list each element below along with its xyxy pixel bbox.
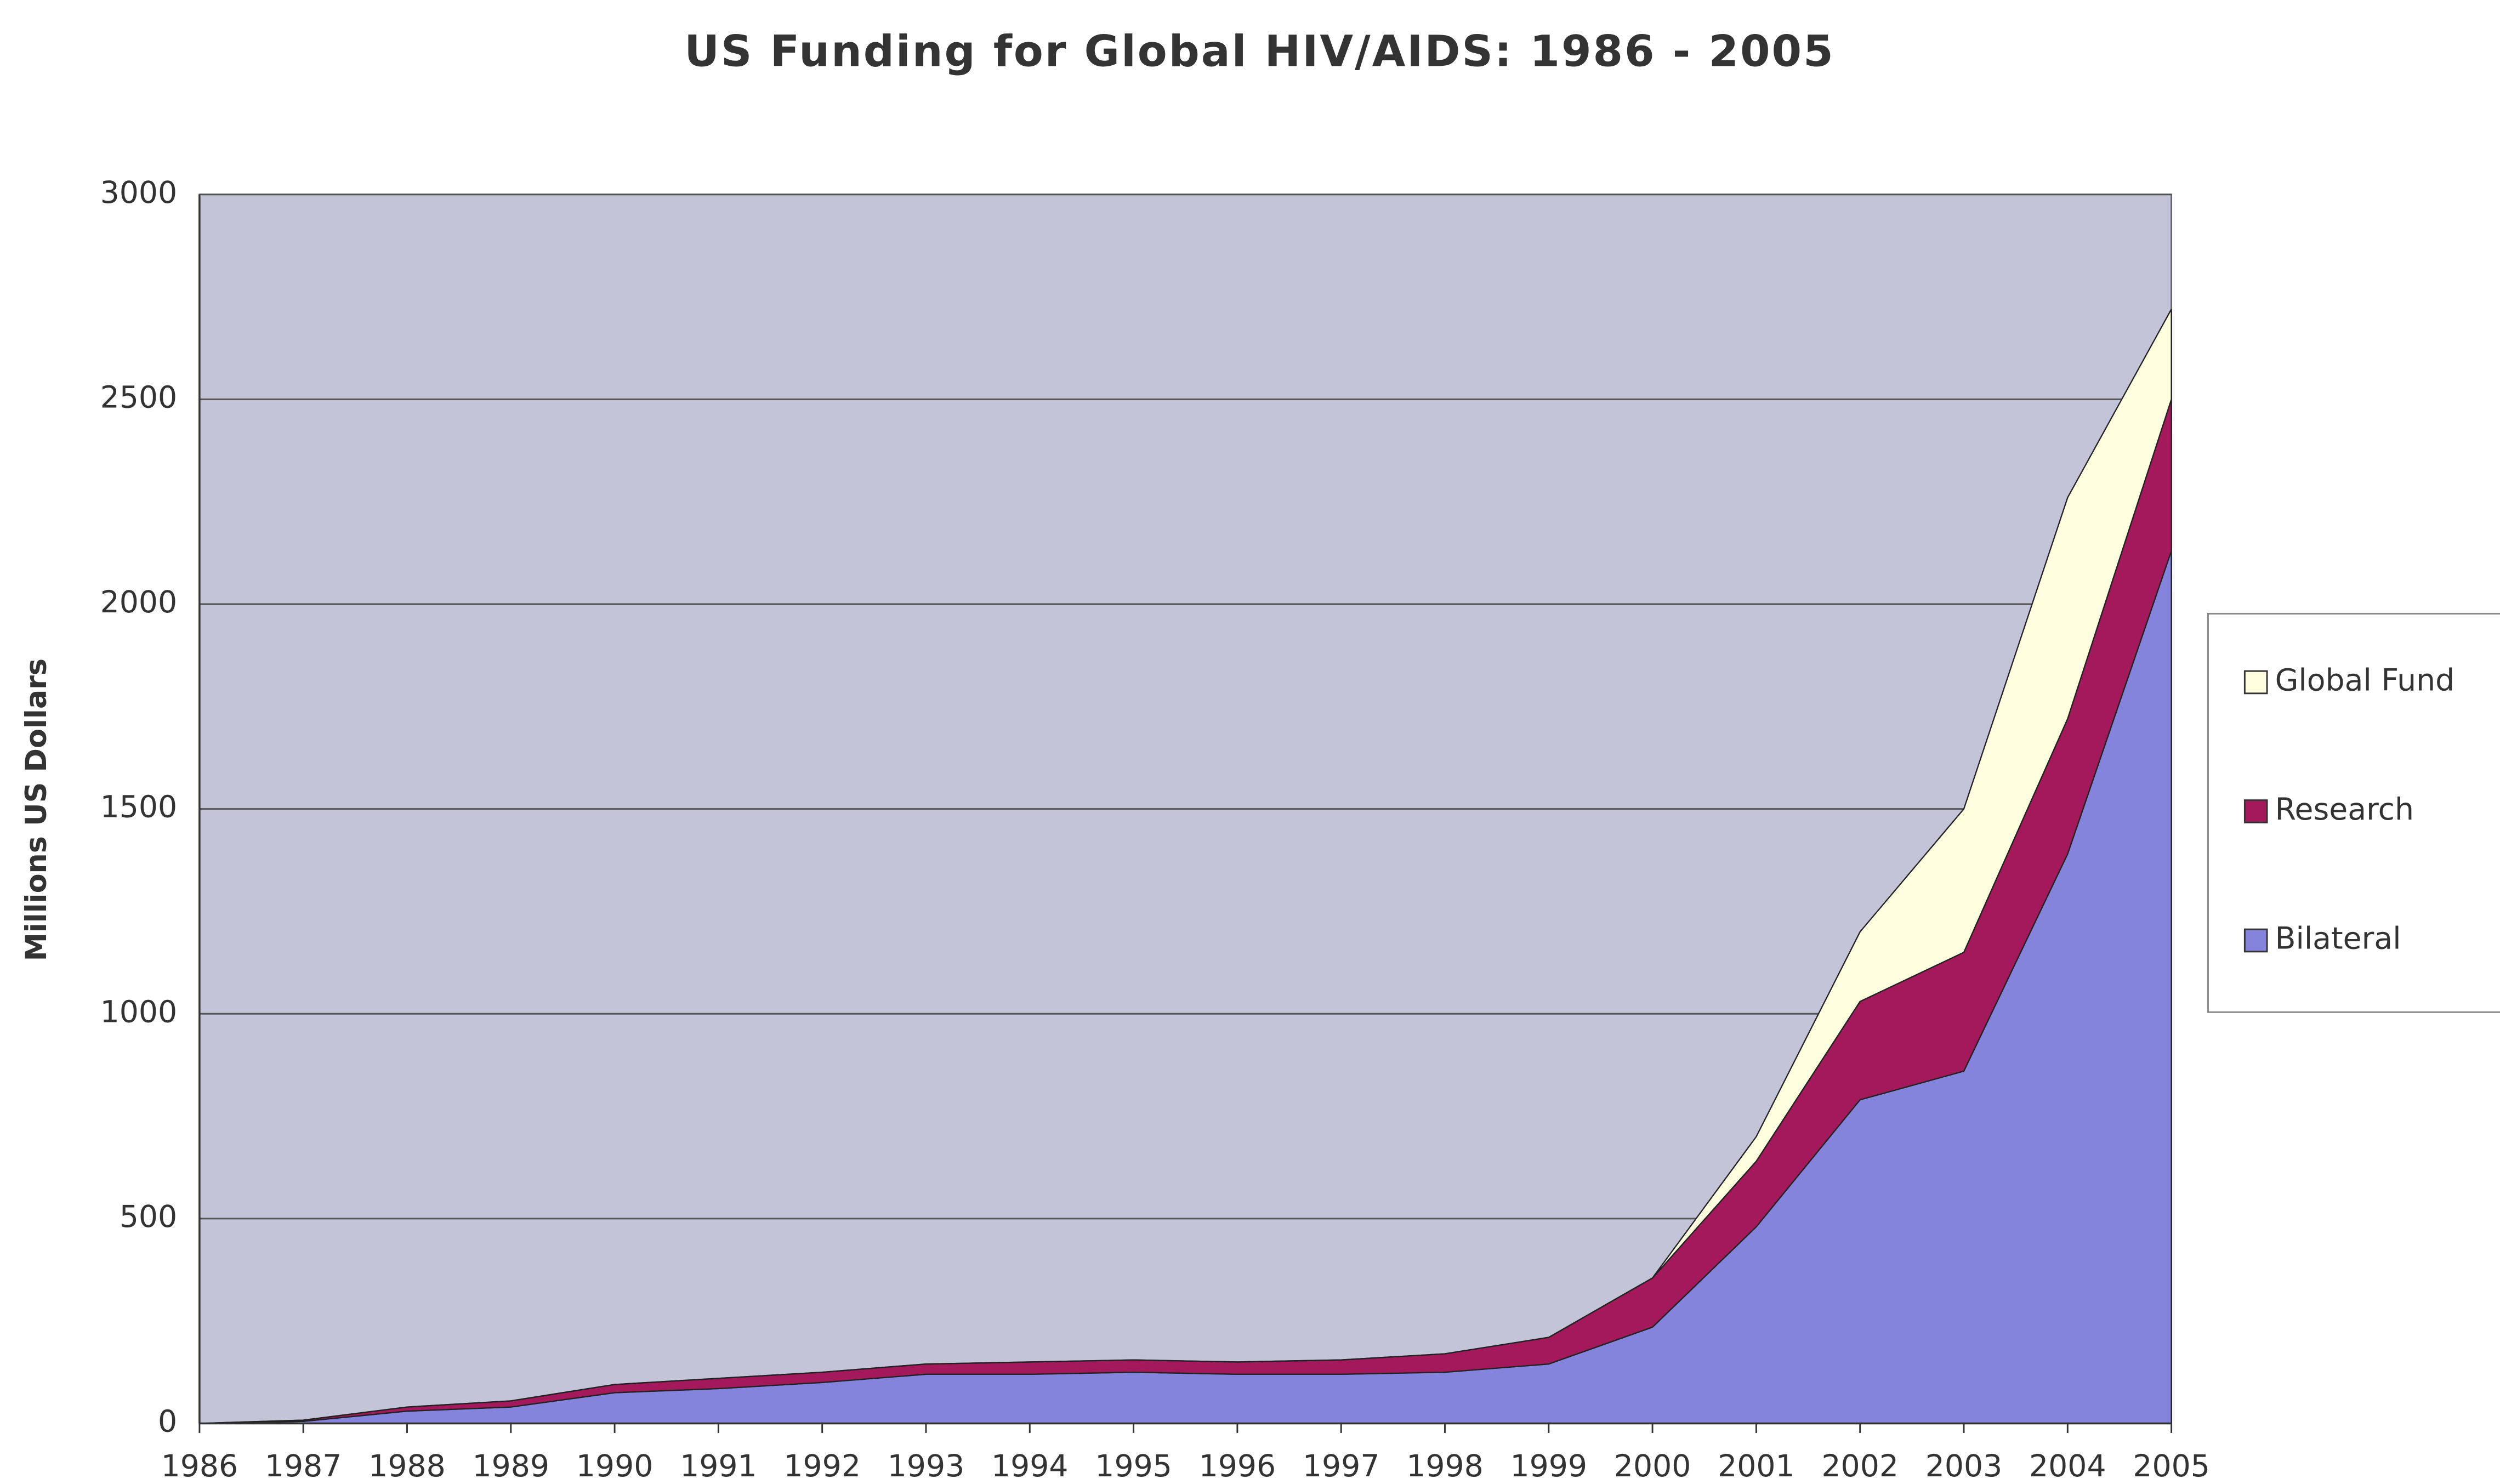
x-tick-label: 1991 [680, 1449, 757, 1484]
x-tick-label: 1992 [783, 1449, 861, 1484]
legend-label: Global Fund [2275, 663, 2455, 698]
x-tick-label: 2004 [2029, 1449, 2106, 1484]
legend-swatch [2243, 928, 2268, 953]
x-tick-label: 1996 [1199, 1449, 1276, 1484]
y-tick-label: 1500 [100, 790, 178, 825]
y-axis-label: Millions US Dollars [20, 658, 53, 961]
x-tick-label: 1989 [472, 1449, 549, 1484]
legend-swatch [2243, 799, 2268, 823]
y-tick-label: 2500 [100, 380, 178, 415]
x-tick-label: 2002 [1821, 1449, 1899, 1484]
legend: Global Fund Research Bilateral [2207, 612, 2500, 1013]
x-tick-label: 2000 [1614, 1449, 1691, 1484]
x-tick-label: 1987 [265, 1449, 342, 1484]
legend-label: Research [2275, 792, 2414, 827]
x-tick-label: 2005 [2133, 1449, 2210, 1484]
x-tick-label: 1999 [1510, 1449, 1588, 1484]
y-tick-label: 3000 [100, 175, 178, 211]
x-tick-label: 2001 [1718, 1449, 1795, 1484]
x-tick-label: 1986 [161, 1449, 238, 1484]
x-tick-label: 1998 [1406, 1449, 1484, 1484]
x-tick-label: 1993 [888, 1449, 965, 1484]
x-tick-label: 2003 [1925, 1449, 2003, 1484]
y-tick-label: 1000 [100, 994, 178, 1030]
legend-label: Bilateral [2275, 922, 2401, 957]
area [199, 309, 2172, 1424]
x-tick-label: 1997 [1303, 1449, 1380, 1484]
x-tick-label: 1988 [368, 1449, 446, 1484]
y-tick-label: 0 [158, 1405, 177, 1440]
legend-swatch [2243, 670, 2268, 695]
x-tick-label: 1995 [1095, 1449, 1172, 1484]
y-tick-label: 500 [120, 1199, 177, 1235]
chart-title: US Funding for Global HIV/AIDS: 1986 - 2… [684, 26, 1834, 76]
x-tick-label: 1990 [576, 1449, 654, 1484]
y-tick-label: 2000 [100, 585, 178, 620]
x-tick-label: 1994 [991, 1449, 1069, 1484]
